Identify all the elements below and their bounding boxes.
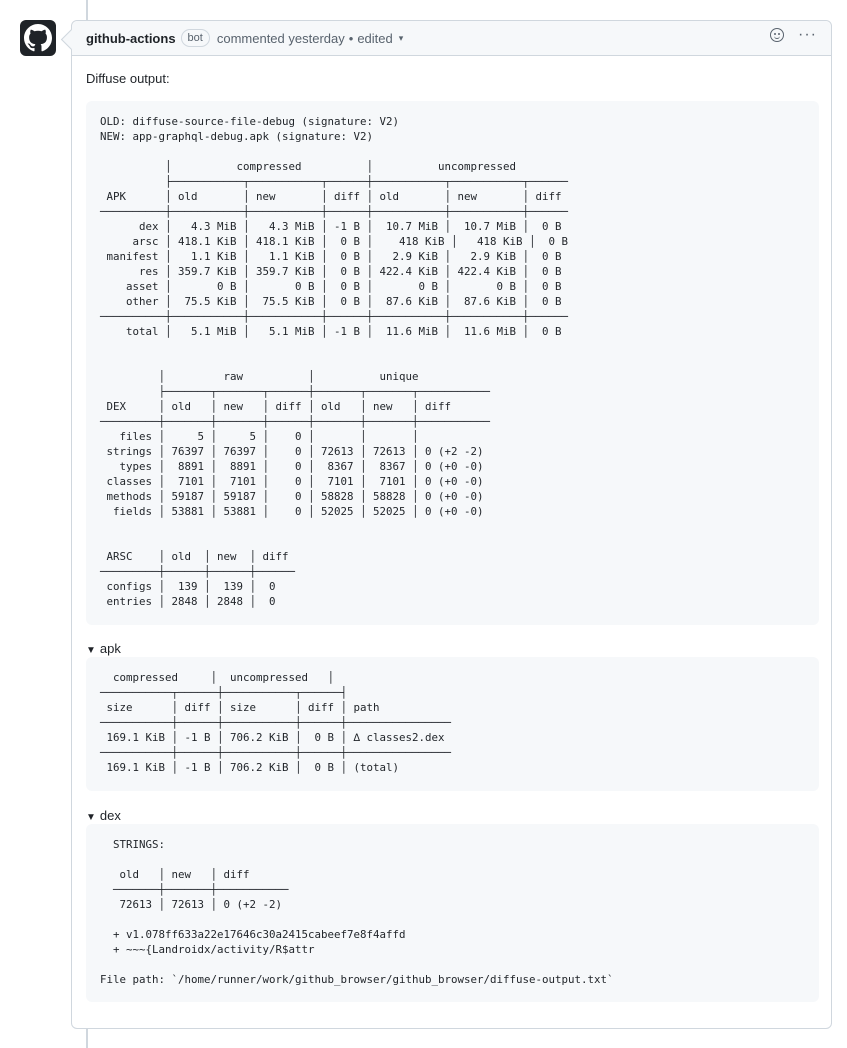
- comment-header: github-actions bot commented yesterday •…: [72, 21, 831, 56]
- dex-pre: STRINGS: old │ new │ diff ───────┼──────…: [100, 838, 614, 986]
- author-link[interactable]: github-actions: [86, 30, 176, 46]
- separator-dot: •: [348, 30, 354, 46]
- avatar[interactable]: [20, 20, 56, 56]
- dex-summary-label: dex: [99, 808, 121, 823]
- header-actions: ···: [770, 26, 817, 43]
- dex-code-block: STRINGS: old │ new │ diff ───────┼──────…: [86, 824, 819, 1002]
- summary-code-block: OLD: diffuse-source-file-debug (signatur…: [86, 101, 819, 625]
- edited-dropdown[interactable]: edited: [357, 30, 393, 46]
- apk-pre: compressed │ uncompressed │ ───────────┬…: [100, 671, 452, 774]
- dex-details-summary[interactable]: ▼ dex: [86, 808, 121, 823]
- apk-summary-label: apk: [99, 641, 121, 656]
- smiley-icon[interactable]: [770, 28, 785, 42]
- summary-pre: OLD: diffuse-source-file-debug (signatur…: [100, 115, 569, 608]
- triangle-down-icon: ▼: [86, 812, 96, 823]
- apk-code-block: compressed │ uncompressed │ ───────────┬…: [86, 657, 819, 791]
- apk-details-summary[interactable]: ▼ apk: [86, 641, 121, 656]
- triangle-down-icon: ▼: [86, 645, 96, 656]
- github-logo-icon: [24, 24, 52, 52]
- comment-box: github-actions bot commented yesterday •…: [71, 20, 832, 1029]
- bot-badge: bot: [180, 29, 210, 47]
- comment-timestamp[interactable]: commented yesterday: [216, 30, 345, 46]
- intro-text: Diffuse output:: [86, 71, 170, 86]
- chevron-down-icon[interactable]: ▾: [398, 32, 404, 43]
- kebab-menu-icon[interactable]: ···: [798, 26, 817, 43]
